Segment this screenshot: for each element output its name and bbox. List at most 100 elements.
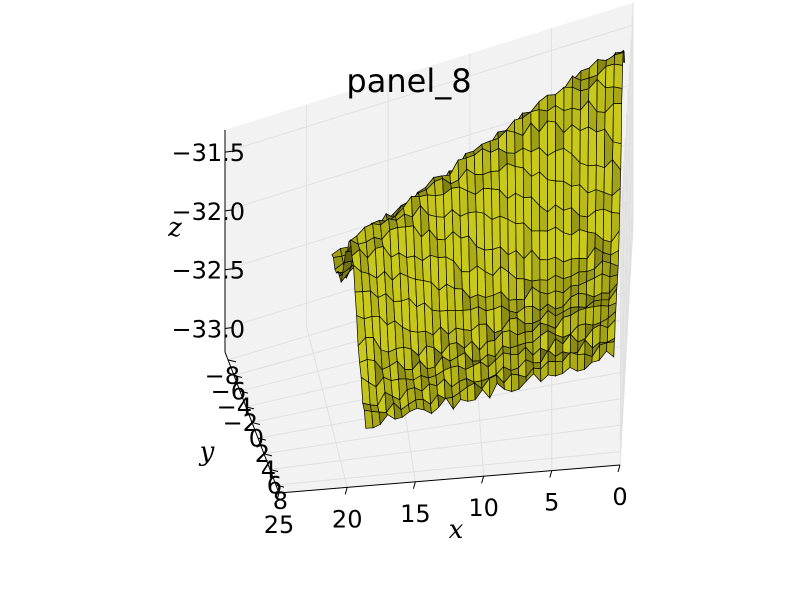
y-tick-label-5: 2 bbox=[255, 440, 270, 468]
grid-z-side-1 bbox=[619, 142, 634, 376]
z-axis-label: z bbox=[167, 213, 182, 243]
surface-cell-18-19 bbox=[472, 361, 482, 383]
surface-cell-9-12 bbox=[539, 259, 549, 281]
x-tick-label-5: 25 bbox=[264, 511, 295, 539]
surface-cell-6-10 bbox=[563, 207, 572, 236]
grid-z-side-0 bbox=[619, 201, 634, 440]
surface-cell-26-12 bbox=[405, 225, 415, 258]
surface-cell-24-17 bbox=[426, 345, 436, 370]
surface-cell-1-15 bbox=[601, 292, 610, 301]
surface-cell-8-11 bbox=[547, 226, 556, 261]
surface-cell-4-17 bbox=[577, 307, 587, 326]
grid-y-floor-8 bbox=[275, 451, 621, 486]
surface-cell-8-8 bbox=[547, 150, 556, 182]
surface-cell-26-13 bbox=[406, 255, 416, 280]
y-tick-label-7: 6 bbox=[267, 472, 282, 500]
surface-cell-8-21 bbox=[547, 361, 556, 377]
y-tick-mark-2 bbox=[239, 390, 249, 394]
x-tick-label-3: 15 bbox=[400, 500, 431, 528]
surface-cell-13-21 bbox=[510, 373, 520, 392]
surface-cell-2-7 bbox=[595, 128, 606, 169]
surface-cell-12-10 bbox=[515, 192, 525, 225]
surface-cell-25-15 bbox=[416, 302, 426, 333]
surface-cell-2-9 bbox=[595, 189, 605, 212]
surface-cell-21-13 bbox=[445, 256, 455, 290]
grid-y-floor-7 bbox=[269, 424, 623, 470]
surface-cell-15-9 bbox=[490, 170, 500, 191]
y-tick-mark-7 bbox=[269, 469, 279, 472]
x-tick-mark-3 bbox=[412, 481, 416, 489]
surface-cell-11-16 bbox=[524, 323, 534, 333]
x-tick-mark-4 bbox=[344, 487, 348, 495]
surface-cell-16-11 bbox=[483, 212, 493, 251]
surface-cell-18-10 bbox=[467, 190, 477, 214]
surface-cell-19-12 bbox=[460, 235, 470, 273]
chart-title: panel_8 bbox=[346, 62, 471, 100]
surface-cell-3-8 bbox=[587, 164, 597, 194]
surface-cell-22-10 bbox=[435, 194, 445, 218]
y-tick-mark-8 bbox=[275, 484, 285, 488]
surface-cell-27-15 bbox=[400, 297, 411, 332]
y-tick-label-4: 0 bbox=[249, 425, 264, 453]
x-tick-label-4: 20 bbox=[332, 505, 363, 533]
y-tick-label-0: −8 bbox=[205, 362, 240, 390]
surface-cell-16-17 bbox=[486, 339, 496, 358]
surface-cell-13-10 bbox=[507, 192, 517, 225]
y-tick-label-6: 4 bbox=[261, 456, 276, 484]
surface-cell-15-11 bbox=[491, 215, 501, 250]
tick-labels: 0510152025−8−6−4−202468−33.0−32.5−32.0−3… bbox=[171, 139, 627, 539]
surface-cell-15-10 bbox=[491, 188, 501, 221]
surface-cell-4-7 bbox=[579, 126, 589, 167]
surface-cell-6-8 bbox=[563, 147, 573, 187]
surface-cell-7-13 bbox=[555, 274, 564, 294]
surface-cell-3-7 bbox=[587, 126, 597, 167]
back-pane bbox=[225, 2, 633, 353]
surface-cell-19-11 bbox=[459, 212, 470, 239]
y-axis-label: y bbox=[199, 437, 215, 467]
surface-cell-16-9 bbox=[482, 171, 492, 190]
x-tick-mark-0 bbox=[617, 464, 621, 473]
surface-cell-21-14 bbox=[446, 283, 456, 311]
surface-cell-1-10 bbox=[602, 208, 613, 243]
surface-cell-23-10 bbox=[427, 194, 437, 218]
surface-cell-4-21 bbox=[576, 353, 586, 372]
surface-cell-7-21 bbox=[555, 360, 564, 377]
z-tick-mark-1 bbox=[224, 268, 234, 271]
surface-cell-4-10 bbox=[579, 215, 588, 233]
axis-lines bbox=[224, 129, 621, 501]
surface-cell-22-11 bbox=[435, 216, 446, 241]
surface-cell-27-18 bbox=[404, 369, 414, 381]
surface-cell-7-8 bbox=[555, 147, 565, 182]
surface-cell-12-9 bbox=[514, 166, 524, 199]
grid-y-floor-5 bbox=[257, 371, 626, 439]
surface-cell-4-12 bbox=[578, 258, 588, 273]
grid-z-side-2 bbox=[619, 83, 634, 312]
surface-cell-1-19 bbox=[599, 324, 609, 343]
y-tick-mark-3 bbox=[245, 406, 255, 410]
surface-cell-16-8 bbox=[482, 148, 492, 175]
surface-cell-17-11 bbox=[475, 211, 485, 251]
surface-cell-0-21 bbox=[606, 341, 615, 358]
z-tick-label-3: −31.5 bbox=[171, 139, 245, 167]
surface-cell-9-11 bbox=[539, 230, 549, 261]
x-axis-label: x bbox=[449, 515, 464, 545]
z-tick-mark-0 bbox=[224, 326, 234, 329]
x-tick-mark-5 bbox=[276, 492, 280, 501]
surface-cell-22-12 bbox=[436, 239, 447, 258]
grid-z-back-3 bbox=[224, 24, 634, 153]
grid-z-side-3 bbox=[619, 25, 634, 248]
z-tick-label-0: −33.0 bbox=[171, 315, 245, 343]
surface-cell-25-14 bbox=[415, 278, 425, 308]
surface-cell-7-11 bbox=[555, 226, 564, 263]
surface-cell-1-4 bbox=[605, 63, 615, 89]
y-tick-label-8: 8 bbox=[273, 487, 288, 515]
y-tick-mark-1 bbox=[233, 375, 243, 378]
surface-cell-19-15 bbox=[462, 309, 472, 332]
surface-cell-2-17 bbox=[592, 305, 602, 326]
surface-cell-11-15 bbox=[524, 305, 533, 325]
surface-cell-13-7 bbox=[506, 129, 516, 154]
surface-cell-6-11 bbox=[563, 232, 572, 263]
z-tick-label-2: −32.0 bbox=[171, 198, 245, 226]
surface-cell-4-15 bbox=[578, 292, 587, 308]
surface-cell-1-14 bbox=[601, 273, 611, 294]
